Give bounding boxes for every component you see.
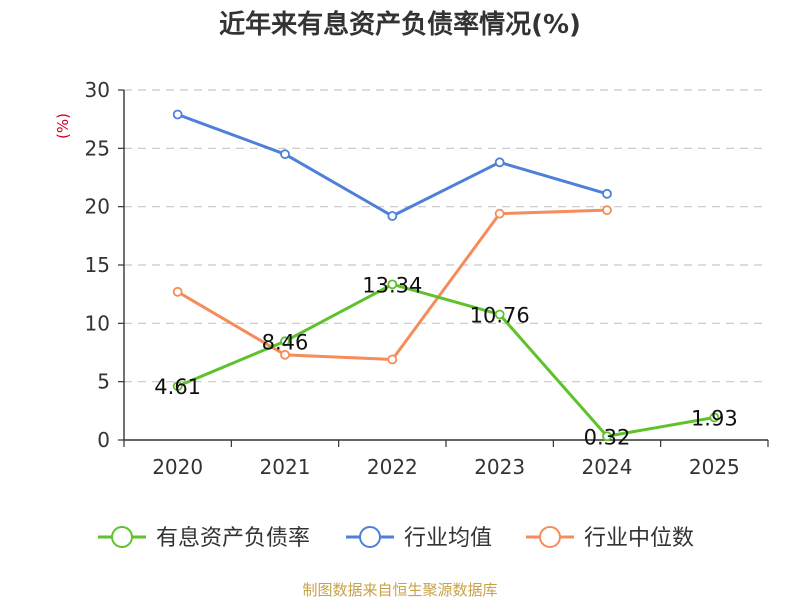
data-point-2 xyxy=(172,286,183,297)
legend-swatch-marker xyxy=(539,526,561,548)
data-label: 10.76 xyxy=(470,303,530,327)
y-tick-label: 10 xyxy=(85,311,110,335)
y-tick-label: 0 xyxy=(97,428,110,452)
data-point-0 xyxy=(494,309,505,320)
legend-swatch-marker xyxy=(359,526,381,548)
x-tick-label: 2022 xyxy=(367,455,418,479)
data-point-0 xyxy=(387,279,398,290)
grid-lines xyxy=(124,89,768,383)
data-label: 13.34 xyxy=(362,273,422,297)
data-point-1 xyxy=(494,157,505,168)
data-point-1 xyxy=(602,188,612,199)
y-axis-unit: (%) xyxy=(54,113,72,139)
x-tick-label: 2020 xyxy=(152,455,203,479)
legend: 有息资产负债率 行业均值 行业中位数 xyxy=(98,526,694,551)
legend-item-0: 有息资产负债率 xyxy=(98,526,310,551)
series-line-0 xyxy=(177,282,715,438)
y-tick-label: 25 xyxy=(85,136,110,160)
series-group xyxy=(172,109,720,442)
legend-item-2: 行业中位数 xyxy=(526,526,694,551)
x-tick-label: 2024 xyxy=(582,455,633,479)
data-point-0 xyxy=(602,431,612,442)
data-label: 0.32 xyxy=(584,425,631,449)
data-label: 8.46 xyxy=(262,330,309,354)
data-point-0 xyxy=(709,412,720,423)
data-point-0 xyxy=(172,381,183,392)
data-label: 1.93 xyxy=(691,406,738,430)
y-tick-label: 15 xyxy=(85,253,110,277)
y-tick-label: 30 xyxy=(85,78,110,102)
x-tick-label: 2025 xyxy=(689,455,740,479)
data-labels: 4.61 8.46 13.34 10.76 0.32 1.93 xyxy=(154,273,737,449)
legend-label: 行业中位数 xyxy=(584,526,694,551)
y-tick-label: 5 xyxy=(97,370,110,394)
source-note: 制图数据来自恒生聚源数据库 xyxy=(302,581,497,599)
data-point-2 xyxy=(602,205,612,216)
series-line-1 xyxy=(177,113,608,218)
data-point-0 xyxy=(280,336,290,347)
x-tick-label: 2021 xyxy=(260,455,311,479)
legend-swatch-marker xyxy=(111,526,133,548)
y-tick-label: 20 xyxy=(85,195,110,219)
data-point-1 xyxy=(280,149,290,160)
x-tick-label: 2023 xyxy=(474,455,525,479)
data-label: 4.61 xyxy=(154,375,201,399)
data-point-1 xyxy=(172,109,183,120)
data-point-2 xyxy=(280,349,290,360)
data-point-2 xyxy=(494,208,505,219)
data-point-2 xyxy=(387,354,398,365)
chart-title: 近年来有息资产负债率情况(%) xyxy=(219,9,581,40)
legend-label: 有息资产负债率 xyxy=(156,526,310,551)
legend-item-1: 行业均值 xyxy=(346,526,492,551)
legend-label: 行业均值 xyxy=(404,526,492,551)
data-point-1 xyxy=(387,211,398,221)
